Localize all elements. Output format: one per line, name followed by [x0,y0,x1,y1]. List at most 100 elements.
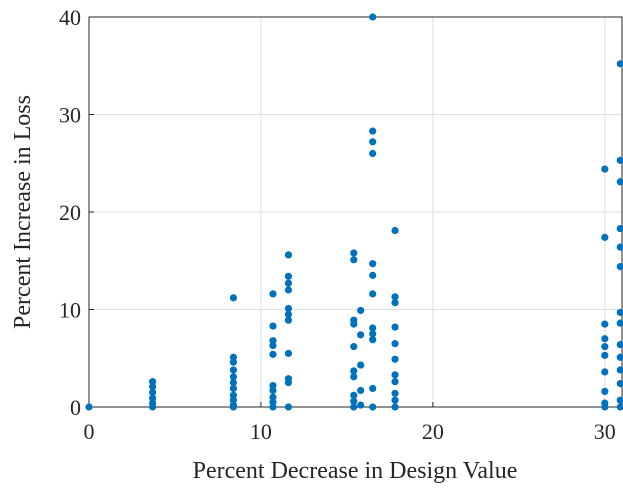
point [616,403,623,411]
point [616,60,623,68]
point [350,342,358,351]
point [357,361,365,369]
points [85,13,623,411]
point [391,226,399,235]
point [391,396,399,404]
point [369,403,377,411]
point [149,382,157,391]
point [284,279,293,287]
point [350,249,358,257]
point [229,373,238,381]
point [369,127,377,135]
point [391,403,399,411]
point [269,341,277,350]
point [616,156,623,164]
point [269,403,277,411]
point [229,294,238,302]
point [391,299,399,307]
point [269,290,277,298]
point [357,386,365,395]
point [369,336,377,344]
point [369,13,377,21]
point [601,351,609,359]
point [350,403,358,411]
point [357,331,365,339]
point [616,243,623,251]
point [616,396,623,404]
point [369,260,377,268]
point [85,403,93,411]
point [284,403,293,411]
point [350,391,358,399]
y-axis-label: Percent Increase in Loss [10,95,36,329]
point [391,323,399,331]
point [616,366,623,374]
point [369,384,377,393]
point [350,367,358,375]
point [616,308,623,317]
y-tick-label: 0 [70,395,81,420]
point [616,341,623,349]
point [284,349,293,357]
point [369,290,377,298]
point [601,403,609,411]
point [229,379,238,387]
point [601,335,609,343]
point [229,366,238,374]
point [284,310,293,318]
point [350,373,358,381]
point [357,306,365,315]
point [350,397,358,405]
point [616,319,623,327]
x-tick-label: 10 [250,419,272,444]
point [616,178,623,186]
point [601,320,609,328]
point [369,138,377,146]
point [601,165,609,173]
point [284,316,293,324]
point [350,256,358,264]
point [229,384,238,393]
point [391,389,399,397]
point [284,251,293,259]
y-tick-label: 10 [59,298,81,323]
point [616,224,623,233]
point [284,304,293,313]
x-axis-label: Percent Decrease in Design Value [193,458,518,484]
point [369,330,377,338]
point [601,233,609,241]
point [269,322,277,330]
point [284,272,293,280]
x-tick-label: 0 [84,419,95,444]
point [391,378,399,386]
point [616,353,623,361]
point [284,286,293,294]
point [616,380,623,388]
point [391,355,399,363]
point [369,324,377,332]
point [357,401,365,409]
point [229,403,238,411]
point [284,379,293,387]
point [601,387,609,395]
point [149,388,157,396]
y-tick-label: 30 [59,103,81,128]
point [149,403,157,411]
point [616,263,623,271]
y-tick-label: 40 [59,5,81,30]
point [269,350,277,358]
point [369,149,377,158]
point [391,340,399,348]
x-tick-label: 30 [594,419,616,444]
point [229,358,238,366]
point [391,293,399,301]
point [350,320,358,328]
point [369,271,377,279]
point [601,342,609,351]
point [601,368,609,376]
x-tick-label: 20 [422,419,444,444]
y-tick-label: 20 [59,200,81,225]
point [269,386,277,395]
